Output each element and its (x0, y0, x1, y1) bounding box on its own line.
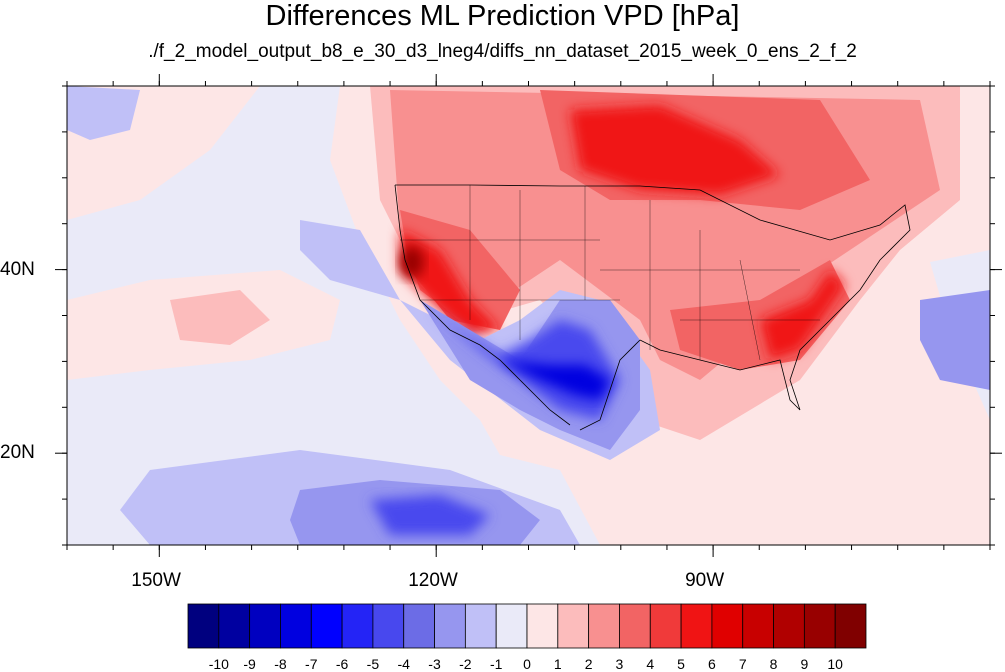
axis-ticks (55, 74, 1002, 557)
colorbar-swatch (372, 603, 405, 649)
map-title: Differences ML Prediction VPD [hPa] (265, 0, 740, 32)
colorbar-swatch (773, 603, 805, 649)
colorbar-swatch (464, 603, 497, 649)
colorbar-swatch (341, 603, 374, 649)
field-patch (920, 290, 990, 390)
lat-tick-label: 20N (0, 442, 35, 464)
colorbar-swatch (403, 603, 435, 649)
colorbar-swatch (218, 603, 251, 649)
colorbar-swatch (803, 603, 836, 649)
colorbar-level-label: 5 (677, 656, 685, 672)
colorbar-level-label: 1 (553, 656, 562, 672)
colorbar-swatch (526, 603, 559, 649)
lat-tick-label: 40N (0, 258, 35, 280)
colorbar-level-label: -8 (274, 656, 287, 672)
colorbar-swatch (310, 603, 343, 649)
field-patch (760, 270, 845, 360)
colorbar-level-label: 9 (800, 656, 809, 672)
colorbar-swatch (249, 603, 281, 649)
colorbar-swatch (557, 603, 590, 649)
colorbar-level-label: -7 (305, 656, 318, 672)
lon-tick-label: 90W (685, 570, 725, 591)
colorbar-level-label: -4 (397, 656, 410, 672)
colorbar-level-label: -3 (428, 656, 441, 672)
colorbar-swatch (434, 603, 466, 649)
colorbar-swatch (742, 603, 774, 649)
state-borders (400, 185, 820, 361)
colorbar (187, 603, 867, 649)
field-patch (400, 230, 500, 335)
coastline (394, 184, 911, 431)
colorbar-level-label: -10 (208, 656, 229, 672)
field-patch (500, 360, 610, 400)
colorbar-level-label: 2 (584, 656, 593, 672)
colorbar-level-label: -1 (489, 656, 503, 672)
field-layer (67, 86, 990, 545)
field-patch (370, 495, 490, 535)
colorbar-swatch (711, 603, 744, 649)
map-subtitle: ./f_2_model_output_b8_e_30_d3_lneg4/diff… (148, 41, 857, 62)
field-patch (67, 86, 140, 140)
lon-tick-label: 150W (131, 570, 181, 591)
colorbar-swatch (619, 603, 651, 649)
field-patch (170, 290, 270, 345)
colorbar-level-label: 8 (769, 656, 778, 672)
colorbar-level-label: 3 (615, 656, 624, 672)
colorbar-swatch (280, 603, 312, 649)
colorbar-swatch (495, 603, 528, 649)
field-patch (570, 105, 780, 195)
colorbar-level-label: 0 (523, 656, 531, 672)
colorbar-swatch (834, 603, 867, 649)
colorbar-swatch (680, 603, 713, 649)
colorbar-level-label: -9 (243, 656, 256, 672)
lon-tick-label: 120W (408, 570, 458, 591)
colorbar-swatch (588, 603, 620, 649)
colorbar-swatch (187, 603, 220, 649)
colorbar-level-label: -6 (335, 656, 349, 672)
colorbar-level-label: 7 (738, 656, 747, 672)
colorbar-level-label: -5 (366, 656, 380, 672)
colorbar-level-label: -2 (459, 656, 472, 672)
field-patch (400, 246, 424, 278)
colorbar-level-label: 4 (646, 656, 655, 672)
colorbar-level-label: 6 (708, 656, 716, 672)
colorbar-swatch (649, 603, 682, 649)
colorbar-level-label: 10 (827, 656, 843, 672)
